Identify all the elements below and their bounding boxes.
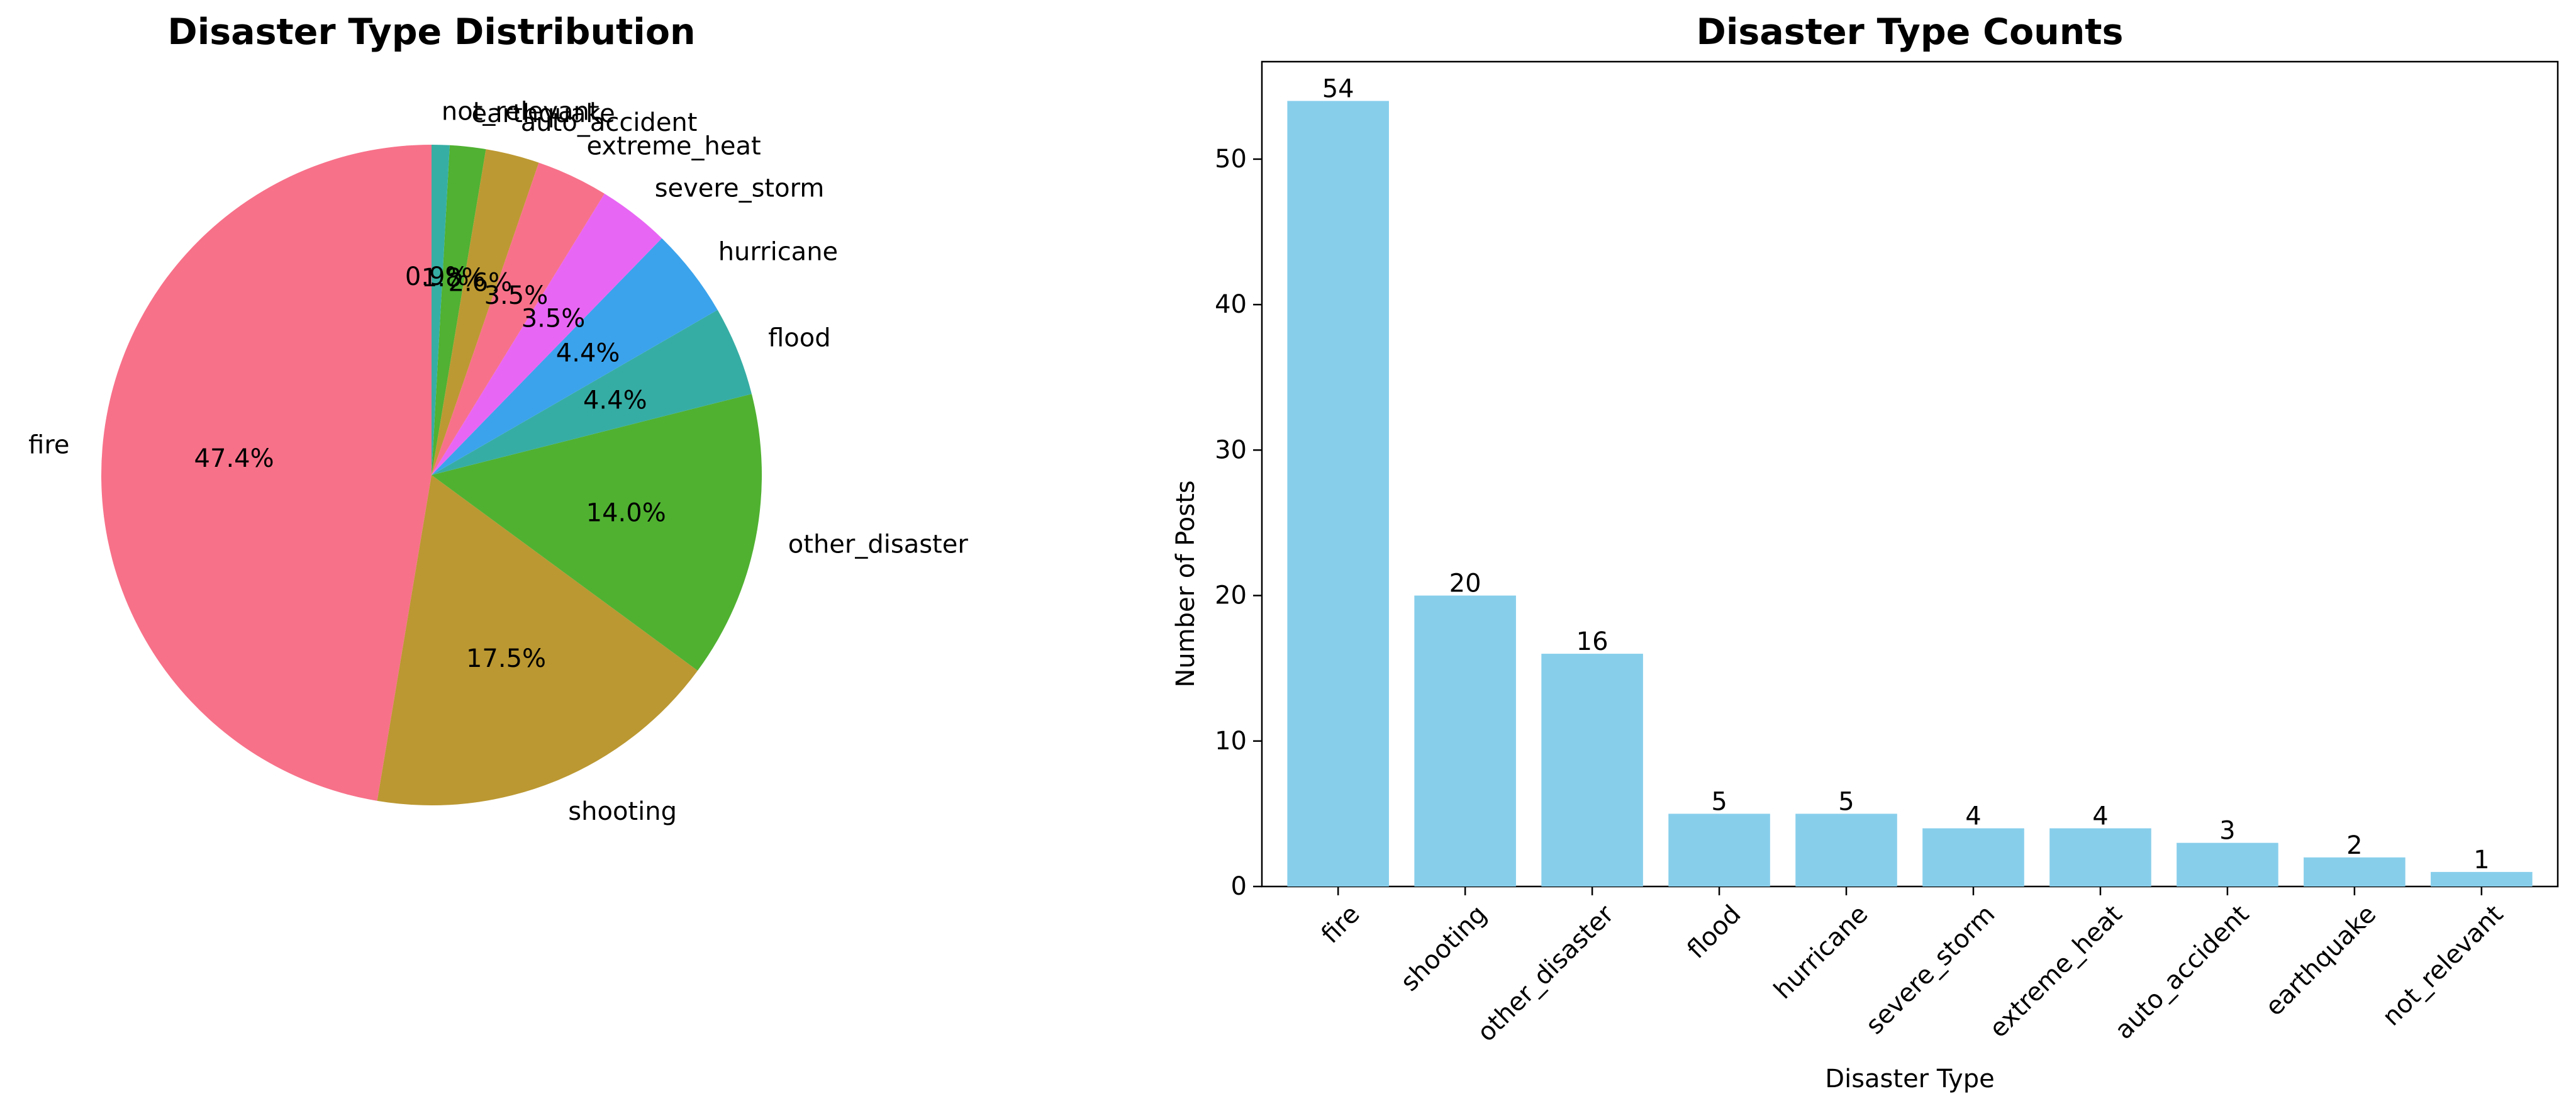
pie-label-auto-accident: auto_accident (521, 108, 698, 137)
bar-auto-accident (2177, 842, 2278, 886)
pie-slice-severe-storm (432, 193, 662, 475)
y-tick-label-20: 20 (1215, 581, 1247, 610)
bar-not-relevant (2431, 871, 2533, 886)
pie-labels: fire 47.4% shooting 17.5% other_disaster 14.0… (28, 98, 968, 826)
bar-value-label-not-relevant: 1 (2473, 846, 2489, 875)
bar-value-label-severe-storm: 4 (1965, 802, 1981, 831)
bar-other-disaster (1541, 654, 1643, 886)
bar-plot-frame (1261, 60, 2559, 888)
pie-label-shooting: shooting (568, 797, 677, 826)
bar-value-label-hurricane: 5 (1838, 787, 1854, 816)
pie-title: Disaster Type Distribution (167, 11, 695, 53)
bar-value-label-other-disaster: 16 (1576, 627, 1609, 656)
bar-title: Disaster Type Counts (1697, 11, 2124, 53)
y-tick-label-30: 30 (1215, 435, 1247, 464)
pie-percent-severe-storm: 3.5% (521, 304, 586, 333)
pie-slice-other-disaster (432, 394, 762, 671)
pie-slice-shooting (377, 475, 698, 805)
pie-label-earthquake: earthquake (472, 99, 615, 128)
pie-label-severe-storm: severe_storm (655, 174, 825, 203)
pie-label-hurricane: hurricane (718, 237, 838, 266)
y-tick-label-50: 50 (1215, 145, 1247, 174)
pie-label-extreme-heat: extreme_heat (587, 132, 761, 161)
pie-percent-shooting: 17.5% (466, 644, 546, 673)
bar-value-label-shooting: 20 (1449, 569, 1481, 598)
pie-slices (101, 145, 762, 805)
pie-percent-auto-accident: 2.6% (448, 269, 512, 298)
pie-percent-fire: 47.4% (194, 444, 274, 473)
y-tick-label-10: 10 (1215, 727, 1247, 756)
y-tick-label-0: 0 (1231, 872, 1247, 901)
bar-value-label-earthquake: 2 (2346, 831, 2362, 860)
x-axis-label: Disaster Type (1825, 1065, 1994, 1093)
pie-percent-other-disaster: 14.0% (586, 498, 666, 527)
bar-hurricane (1795, 814, 1897, 886)
bar-value-label-auto-accident: 3 (2219, 817, 2235, 846)
pie-percent-earthquake: 1.8% (421, 264, 486, 293)
pie-label-not-relevant: not_relevant (442, 98, 599, 126)
pie-percent-flood: 4.4% (583, 386, 647, 415)
pie-percent-extreme-heat: 3.5% (484, 281, 549, 310)
y-axis-label: Number of Posts (1171, 480, 1200, 687)
y-tick-label-40: 40 (1215, 290, 1247, 319)
pie-slice-hurricane (432, 238, 718, 475)
pie-label-fire: fire (28, 430, 69, 459)
pie-slice-earthquake (432, 145, 486, 476)
bar-series (1287, 101, 2533, 887)
bar-extreme-heat (2049, 828, 2151, 886)
pie-percent-not-relevant: 0.9% (405, 262, 469, 291)
pie-label-other-disaster: other_disaster (788, 530, 969, 559)
pie-label-flood: flood (768, 324, 831, 353)
pie-slice-fire (101, 145, 432, 801)
bar-flood (1668, 814, 1770, 886)
bar-fire (1287, 101, 1389, 887)
bar-value-label-extreme-heat: 4 (2092, 802, 2108, 831)
bar-value-label-fire: 54 (1322, 74, 1354, 103)
pie-percent-hurricane: 4.4% (556, 339, 620, 368)
pie-slice-auto-accident (432, 149, 539, 475)
pie-slice-extreme-heat (432, 162, 605, 475)
bar-earthquake (2304, 857, 2406, 886)
pie-slice-not-relevant (432, 145, 450, 475)
pie-chart: Disaster Type Distribution fire 47.4% shoo… (28, 11, 968, 826)
pie-slice-flood (432, 310, 752, 475)
bar-severe-storm (1922, 828, 2024, 886)
bar-shooting (1414, 595, 1516, 886)
bar-value-label-flood: 5 (1711, 787, 1727, 816)
